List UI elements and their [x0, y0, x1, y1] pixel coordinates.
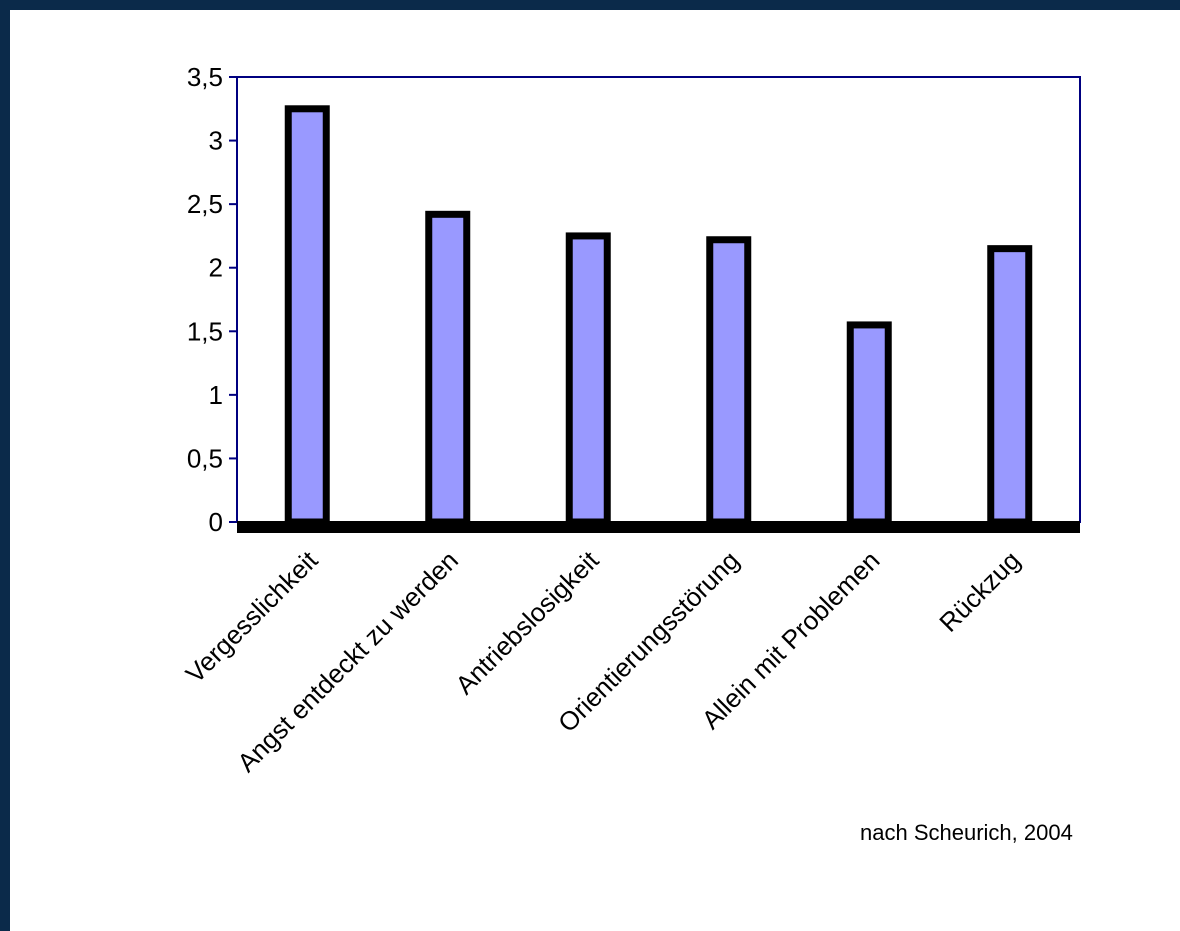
x-tick-label: Rückzug	[933, 545, 1026, 638]
bar	[706, 236, 752, 526]
y-tick-label: 0,5	[187, 443, 223, 473]
bar	[284, 105, 330, 526]
bars	[237, 105, 1080, 533]
bar	[565, 232, 611, 526]
plot-area	[236, 76, 1081, 523]
y-tick-label: 3	[209, 126, 223, 156]
plot-frame	[236, 76, 1081, 523]
bar	[425, 210, 471, 526]
x-tick-label: Antriebslosigkeit	[449, 544, 605, 700]
y-tick-label: 2	[209, 253, 223, 283]
y-axis-ticks: 0 0,5 1 1,5 2 2,5 3 3,5	[187, 62, 237, 537]
source-note: nach Scheurich, 2004	[860, 820, 1073, 845]
bar	[987, 245, 1033, 526]
y-tick-label: 2,5	[187, 189, 223, 219]
y-tick-label: 0	[209, 507, 223, 537]
slide-top-band	[0, 0, 1180, 10]
y-tick-label: 1,5	[187, 316, 223, 346]
x-tick-label: Vergesslichkeit	[180, 544, 324, 688]
y-tick-label: 3,5	[187, 62, 223, 92]
bar	[846, 321, 892, 526]
y-tick-label: 1	[209, 380, 223, 410]
